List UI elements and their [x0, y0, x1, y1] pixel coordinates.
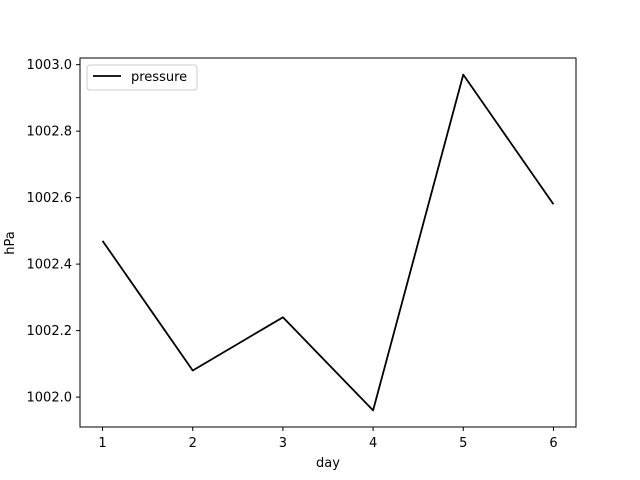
y-axis-ticks: 1002.0 1002.2 1002.4 1002.6 1002.8 1003.0: [27, 58, 80, 406]
x-tick-label: 3: [279, 436, 287, 451]
plot-frame: [79, 57, 577, 428]
x-tick-label: 1: [98, 436, 106, 451]
x-axis-label: day: [316, 456, 340, 471]
legend: pressure: [86, 64, 198, 91]
legend-box: [86, 64, 198, 91]
plot-area: [80, 58, 576, 427]
series-line-pressure: [101, 73, 555, 412]
y-axis-label: hPa: [3, 231, 18, 254]
y-tick-label: 1002.0: [27, 391, 73, 406]
legend-label: pressure: [131, 70, 187, 85]
y-tick-label: 1002.4: [27, 258, 73, 273]
x-tick-label: 5: [459, 436, 467, 451]
y-tick-label: 1002.6: [27, 191, 73, 206]
x-tick-label: 4: [369, 436, 377, 451]
x-axis-ticks: 1 2 3 4 5 6: [98, 427, 558, 451]
x-tick-label: 2: [189, 436, 197, 451]
y-tick-label: 1002.2: [27, 324, 73, 339]
series-layer: [101, 73, 555, 412]
y-tick-label: 1003.0: [27, 58, 73, 73]
y-tick-label: 1002.8: [27, 125, 73, 140]
x-tick-label: 6: [549, 436, 557, 451]
